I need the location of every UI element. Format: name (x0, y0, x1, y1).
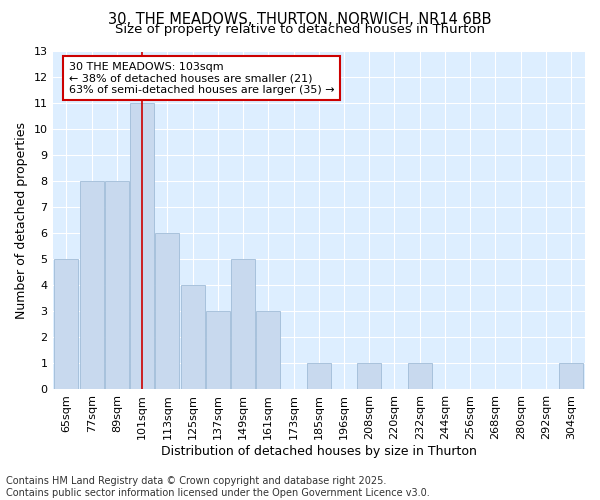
X-axis label: Distribution of detached houses by size in Thurton: Distribution of detached houses by size … (161, 444, 477, 458)
Bar (256, 311, 280, 389)
Text: 30 THE MEADOWS: 103sqm
← 38% of detached houses are smaller (21)
63% of semi-det: 30 THE MEADOWS: 103sqm ← 38% of detached… (68, 62, 334, 95)
Bar (155, 233, 179, 389)
Bar (105, 182, 129, 389)
Text: 30, THE MEADOWS, THURTON, NORWICH, NR14 6BB: 30, THE MEADOWS, THURTON, NORWICH, NR14 … (108, 12, 492, 28)
Y-axis label: Number of detached properties: Number of detached properties (15, 122, 28, 318)
Bar (307, 363, 331, 389)
Text: Size of property relative to detached houses in Thurton: Size of property relative to detached ho… (115, 22, 485, 36)
Text: Contains HM Land Registry data © Crown copyright and database right 2025.
Contai: Contains HM Land Registry data © Crown c… (6, 476, 430, 498)
Bar (206, 311, 230, 389)
Bar (559, 363, 583, 389)
Bar (408, 363, 431, 389)
Bar (55, 259, 79, 389)
Bar (231, 259, 255, 389)
Bar (181, 285, 205, 389)
Bar (80, 182, 104, 389)
Bar (357, 363, 381, 389)
Bar (130, 104, 154, 389)
